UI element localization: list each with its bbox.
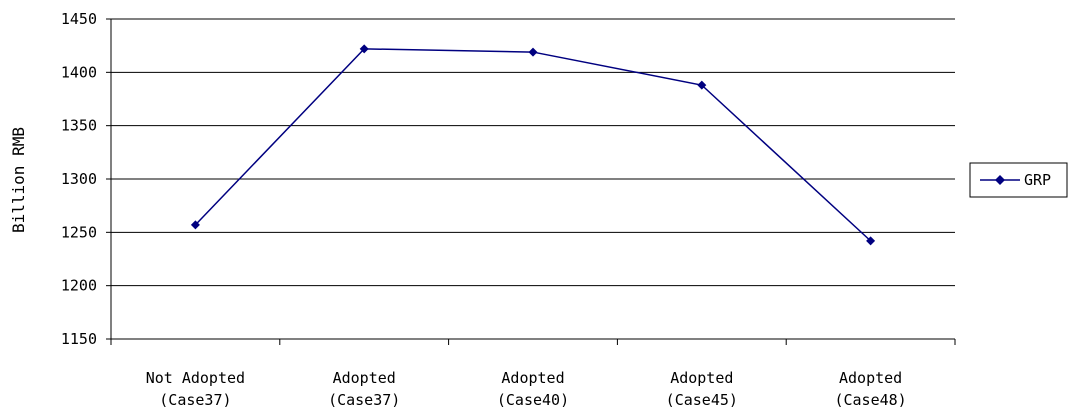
y-tick-label: 1250 <box>61 223 97 241</box>
y-tick-labels: 1150 1200 1250 1300 1350 1400 1450 <box>61 10 97 348</box>
x-tick-label: Adopted <box>839 369 902 387</box>
legend: GRP <box>969 162 1068 198</box>
x-tick-labels: Not Adopted (Case37) Adopted (Case37) Adopte… <box>146 369 907 409</box>
x-tick-label: Adopted <box>333 369 396 387</box>
gridlines <box>111 18 955 287</box>
x-tick-label: Adopted <box>501 369 564 387</box>
x-tick-label: (Case37) <box>159 391 231 409</box>
y-tick-label: 1350 <box>61 117 97 135</box>
axes <box>106 18 956 345</box>
x-tick-label: Not Adopted <box>146 369 245 387</box>
data-point <box>866 236 876 246</box>
y-tick-label: 1150 <box>61 330 97 348</box>
x-tick-label: Adopted <box>670 369 733 387</box>
series-layer <box>190 44 876 246</box>
y-tick-label: 1300 <box>61 170 97 188</box>
data-point <box>528 47 538 57</box>
y-tick-label: 1400 <box>61 63 97 81</box>
y-tick-label: 1200 <box>61 277 97 295</box>
legend-label-grp: GRP <box>1024 171 1051 189</box>
data-point <box>190 220 200 230</box>
x-tick-label: (Case45) <box>666 391 738 409</box>
y-axis-title: Billion RMB <box>9 127 28 233</box>
data-point <box>697 80 707 90</box>
series-line-grp <box>194 48 872 242</box>
x-tick-label: (Case48) <box>834 391 906 409</box>
data-point <box>359 44 369 54</box>
legend-marker <box>995 175 1005 185</box>
y-tick-label: 1450 <box>61 10 97 28</box>
x-tick-label: (Case40) <box>497 391 569 409</box>
x-tick-label: (Case37) <box>328 391 400 409</box>
